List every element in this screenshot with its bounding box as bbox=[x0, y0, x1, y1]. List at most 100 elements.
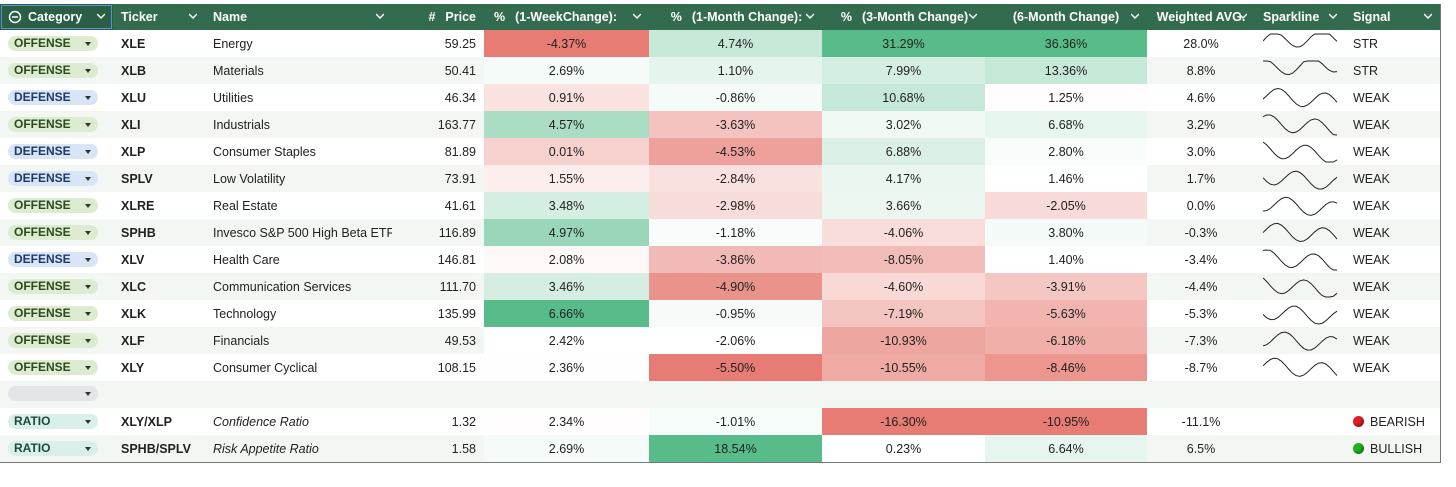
name-cell: Consumer Cyclical bbox=[213, 360, 318, 375]
header-label: Price bbox=[445, 10, 476, 24]
column-header[interactable]: % (1-WeekChange): bbox=[484, 4, 649, 30]
name-cell: Energy bbox=[213, 36, 253, 51]
header-menu[interactable] bbox=[189, 12, 197, 20]
header-menu[interactable] bbox=[1131, 12, 1139, 20]
change-cell: 2.34% bbox=[484, 408, 649, 435]
change-cell: -8.46% bbox=[985, 354, 1147, 381]
sparkline-line bbox=[1263, 357, 1338, 377]
ticker-cell: XLRE bbox=[121, 198, 155, 213]
sparkline-line bbox=[1263, 222, 1338, 242]
column-header[interactable]: Ticker bbox=[113, 4, 205, 30]
category-cell: OFFENSE bbox=[0, 57, 113, 84]
change-cell: 7.99% bbox=[822, 57, 985, 84]
category-cell: RATIO bbox=[0, 435, 113, 462]
header-label: Sparkline bbox=[1263, 10, 1320, 24]
header-menu[interactable] bbox=[97, 12, 105, 20]
signal-text: WEAK bbox=[1353, 252, 1390, 267]
table: Category Ticker Name # Price% (1-WeekChange):… bbox=[0, 4, 1440, 462]
change-cell: -0.95% bbox=[649, 300, 822, 327]
change-cell: 0.23% bbox=[822, 435, 985, 462]
column-header[interactable]: Signal bbox=[1345, 4, 1440, 30]
change-cell: -3.86% bbox=[649, 246, 822, 273]
table-body: OFFENSE XLE Energy 59.25 -4.37% 4.74% 31.29% 36… bbox=[0, 30, 1440, 462]
data-row: RATIO XLY/XLP Confidence Ratio 1.32 2.34% -1.… bbox=[0, 408, 1440, 435]
change-cell: -7.19% bbox=[822, 300, 985, 327]
header-menu[interactable] bbox=[1239, 12, 1247, 20]
header-menu[interactable] bbox=[376, 12, 384, 20]
column-header[interactable]: Category bbox=[0, 4, 113, 30]
category-pill[interactable]: DEFENSE bbox=[8, 252, 98, 267]
data-row: OFFENSE XLK Technology 135.99 6.66% -0.95% -7.… bbox=[0, 300, 1440, 327]
price-cell: 59.25 bbox=[444, 36, 476, 51]
category-pill[interactable]: DEFENSE bbox=[8, 90, 98, 105]
category-cell: DEFENSE bbox=[0, 84, 113, 111]
header-label: Name bbox=[213, 10, 248, 24]
signal-cell: STR bbox=[1345, 30, 1440, 57]
column-header[interactable]: # Price bbox=[392, 4, 484, 30]
header-menu[interactable] bbox=[806, 12, 814, 20]
price-cell: 73.91 bbox=[392, 165, 484, 192]
category-pill[interactable]: OFFENSE bbox=[8, 63, 98, 78]
column-header[interactable]: Name bbox=[205, 4, 392, 30]
category-pill[interactable]: OFFENSE bbox=[8, 306, 98, 321]
header-menu[interactable] bbox=[969, 12, 977, 20]
column-header[interactable]: Weighted AVG. bbox=[1147, 4, 1255, 30]
header-menu[interactable] bbox=[1424, 12, 1432, 20]
change-cell: 3.02% bbox=[822, 111, 985, 138]
sparkline-cell bbox=[1255, 246, 1345, 273]
category-pill[interactable]: DEFENSE bbox=[8, 171, 98, 186]
header-menu[interactable] bbox=[633, 12, 641, 20]
signal-text: WEAK bbox=[1353, 306, 1390, 321]
category-pill[interactable]: OFFENSE bbox=[8, 360, 98, 375]
empty-cell bbox=[1147, 381, 1255, 408]
filter-icon[interactable] bbox=[8, 10, 22, 24]
empty-row bbox=[0, 381, 1440, 408]
change-cell: -2.06% bbox=[649, 327, 822, 354]
category-pill[interactable]: OFFENSE bbox=[8, 279, 98, 294]
sparkline-line bbox=[1263, 141, 1338, 162]
column-header[interactable]: (6-Month Change) bbox=[985, 4, 1147, 30]
category-pill[interactable]: OFFENSE bbox=[8, 225, 98, 240]
header-menu[interactable] bbox=[1329, 12, 1337, 20]
header-label: (1-Month Change): bbox=[691, 10, 803, 24]
category-pill[interactable]: OFFENSE bbox=[8, 198, 98, 213]
change-cell: 4.17% bbox=[822, 165, 985, 192]
category-pill[interactable]: RATIO bbox=[8, 441, 98, 456]
weighted-avg-cell: 6.5% bbox=[1147, 435, 1255, 462]
category-pill[interactable]: OFFENSE bbox=[8, 333, 98, 348]
change-cell: 1.40% bbox=[985, 246, 1147, 273]
ticker-cell: XLU bbox=[121, 90, 146, 105]
weighted-avg-cell: 8.8% bbox=[1147, 57, 1255, 84]
sparkline-cell bbox=[1255, 354, 1345, 381]
category-pill[interactable]: OFFENSE bbox=[8, 36, 98, 51]
column-header[interactable]: % (3-Month Change) bbox=[822, 4, 985, 30]
category-pill[interactable]: RATIO bbox=[8, 414, 98, 429]
name-cell: Low Volatility bbox=[205, 165, 392, 192]
empty-cell bbox=[1255, 381, 1345, 408]
sparkline bbox=[1263, 331, 1338, 351]
column-header[interactable]: Sparkline bbox=[1255, 4, 1345, 30]
price-cell: 81.89 bbox=[444, 144, 476, 159]
signal-cell: WEAK bbox=[1345, 327, 1440, 354]
signal-cell: WEAK bbox=[1345, 246, 1440, 273]
category-pill[interactable]: DEFENSE bbox=[8, 144, 98, 159]
data-row: OFFENSE XLI Industrials 163.77 4.57% -3.63% 3.… bbox=[0, 111, 1440, 138]
category-pill[interactable]: OFFENSE bbox=[8, 117, 98, 132]
name-cell: Communication Services bbox=[205, 273, 392, 300]
change-cell: 6.88% bbox=[822, 138, 985, 165]
category-pill[interactable] bbox=[8, 385, 98, 401]
column-header[interactable]: % (1-Month Change): bbox=[649, 4, 822, 30]
price-cell: 146.81 bbox=[437, 252, 476, 267]
data-row: OFFENSE XLE Energy 59.25 -4.37% 4.74% 31.29% 36… bbox=[0, 30, 1440, 57]
ticker-cell: XLF bbox=[113, 327, 205, 354]
change-cell: -0.86% bbox=[649, 84, 822, 111]
price-cell: 108.15 bbox=[437, 360, 476, 375]
sparkline bbox=[1263, 87, 1338, 107]
change-cell: -5.50% bbox=[649, 354, 822, 381]
category-cell: OFFENSE bbox=[0, 273, 113, 300]
price-cell: 41.61 bbox=[444, 198, 476, 213]
category-cell: DEFENSE bbox=[0, 165, 113, 192]
signal-text: WEAK bbox=[1353, 90, 1390, 105]
sparkline-line bbox=[1263, 305, 1338, 325]
price-cell: 49.53 bbox=[392, 327, 484, 354]
